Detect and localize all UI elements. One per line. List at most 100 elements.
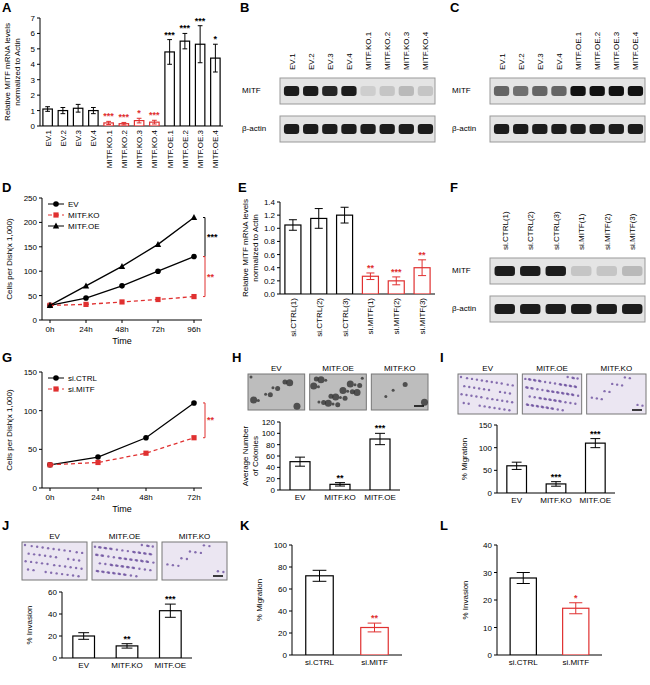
band (360, 124, 375, 134)
cell (63, 549, 65, 551)
cell (217, 570, 219, 572)
cell (97, 570, 99, 572)
y-tick (39, 372, 42, 373)
cell (533, 396, 535, 398)
marker (191, 214, 197, 220)
cell (166, 563, 168, 565)
x-tick-label: MITF.KO.1 (105, 129, 114, 168)
y-tick-label: 150 (24, 368, 38, 377)
micrograph (22, 542, 87, 580)
image-label: MITF.OE (322, 364, 354, 373)
cell (564, 401, 566, 403)
y-tick-label: 0 (53, 654, 58, 663)
cell (542, 406, 544, 408)
marker (83, 282, 89, 288)
lane-label: si.MITF(1) (577, 213, 586, 250)
image-label: MITF.KO (601, 364, 633, 373)
cell (264, 393, 267, 396)
y-tick-label: 120 (262, 418, 276, 427)
significance: *** (551, 472, 562, 482)
cell (110, 548, 112, 550)
scale-bar (414, 405, 424, 407)
band (570, 86, 585, 96)
x-tick-label: MITF.OE (364, 493, 396, 502)
error-bar (375, 433, 385, 444)
cell (624, 376, 626, 378)
band (597, 304, 617, 314)
cell (72, 574, 74, 576)
band (622, 266, 642, 276)
lane-label: MITF.KO.2 (383, 31, 392, 70)
cell (347, 381, 354, 388)
band (322, 124, 337, 134)
cell (496, 399, 498, 401)
series-line (50, 403, 194, 465)
marker (47, 303, 52, 308)
y-axis-label: Relative MITF mRNA levelsnormalized to A… (3, 23, 22, 121)
x-tick-label: MITF.OE.4 (211, 129, 220, 168)
y-tick-label: 50 (28, 292, 37, 301)
y-tick-label: 0 (31, 122, 36, 131)
y-tick (39, 488, 42, 489)
cell (541, 389, 543, 391)
y-axis (62, 592, 63, 658)
y-axis-label: % Migration (255, 579, 264, 621)
y-tick-label: 7 (31, 14, 36, 23)
cell (44, 571, 46, 573)
cell (268, 392, 273, 397)
cell (570, 385, 572, 387)
marker (119, 299, 124, 304)
membrane (280, 78, 435, 104)
x-tick-label: si.CTRL(3) (341, 298, 350, 337)
significance: *** (207, 232, 218, 242)
lane-label: EV.3 (536, 53, 545, 70)
y-tick-label: 0.0 (264, 290, 276, 299)
x-axis-label: Time (112, 504, 132, 514)
y-tick-label: 60 (278, 585, 287, 594)
error-bar (569, 603, 582, 614)
y-axis-label: % Invasion (461, 580, 470, 619)
cell (636, 404, 638, 406)
cell (508, 409, 510, 411)
bar (563, 608, 589, 655)
y-axis-label-line: of Colonies (251, 436, 260, 476)
y-tick-label: 0.4 (264, 264, 276, 273)
x-tick (86, 320, 87, 323)
x-tick-label: EV (78, 661, 89, 670)
y-tick (37, 18, 40, 19)
y-tick-label: 40 (278, 607, 287, 616)
y-tick-label: 30 (483, 569, 492, 578)
cell (135, 575, 137, 577)
cell (498, 408, 500, 410)
y-tick (59, 636, 62, 637)
cell (58, 548, 60, 550)
plot-area (510, 573, 589, 656)
marker (47, 302, 53, 308)
cell (468, 386, 470, 388)
cell (24, 560, 26, 562)
y-tick-label: 60 (266, 452, 275, 461)
error-bar (45, 107, 50, 112)
cell (152, 545, 154, 547)
marker (53, 201, 59, 207)
error-bar (106, 121, 111, 124)
x-tick-label: si.MITF(1) (366, 298, 375, 335)
row-label: MITF (242, 86, 261, 95)
cell (133, 567, 135, 569)
band (590, 86, 605, 96)
cell (539, 380, 541, 382)
cell (172, 564, 174, 566)
y-axis-label: Cells per Dish(x 1,000) (5, 218, 14, 300)
significance: ** (336, 473, 344, 483)
band (609, 124, 624, 134)
cell (317, 385, 320, 388)
cell (116, 548, 118, 550)
x-tick-label: MITF.KO.3 (135, 129, 144, 168)
y-axis-label: Relative MITF mRNA levelsnormalized to A… (241, 199, 260, 297)
cell (147, 545, 149, 547)
cell (560, 383, 562, 385)
x-tick (98, 488, 99, 491)
x-tick-label: si.CTRL (305, 658, 334, 667)
y-tick-label: 6 (31, 29, 36, 38)
x-tick-label: EV (295, 493, 306, 502)
